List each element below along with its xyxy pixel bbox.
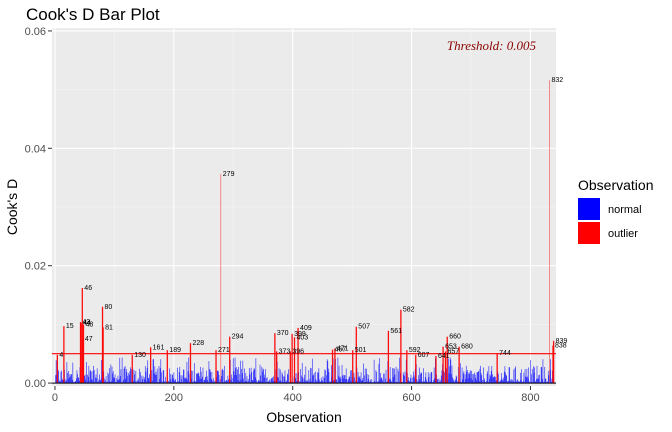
threshold-annotation: Threshold: 0.005	[447, 38, 537, 53]
point-label-839: 839	[556, 338, 568, 345]
y-tick-label: 0.02	[25, 261, 46, 273]
point-label-657: 657	[447, 348, 459, 355]
y-tick-label: 0.00	[25, 378, 46, 390]
point-label-467: 467	[335, 347, 347, 354]
point-label-507: 507	[358, 324, 370, 331]
bars	[55, 80, 555, 384]
legend-swatch-normal	[578, 198, 600, 220]
legend-label-normal: normal	[608, 204, 642, 216]
point-label-582: 582	[403, 307, 415, 314]
point-label-189: 189	[169, 347, 181, 354]
y-tick-label: 0.04	[25, 143, 46, 155]
point-label-607: 607	[418, 352, 430, 359]
point-label-680: 680	[461, 344, 473, 351]
point-label-403: 403	[296, 334, 308, 341]
point-label-47: 47	[85, 336, 93, 343]
x-tick-label: 600	[402, 392, 420, 404]
legend: Observation normal outlier	[578, 177, 653, 244]
point-label-43: 43	[83, 319, 91, 326]
point-label-48: 48	[86, 321, 94, 328]
point-label-832: 832	[551, 77, 563, 84]
point-label-561: 561	[390, 328, 402, 335]
point-label-641: 641	[438, 353, 450, 360]
point-label-396: 396	[292, 348, 304, 355]
grid-lines	[52, 28, 556, 386]
point-label-373: 373	[279, 348, 291, 355]
axes: 0 200 400 600 800 0.00 0.02 0.04 0.06	[25, 26, 540, 404]
point-label-80: 80	[105, 304, 113, 311]
point-label-15: 15	[66, 323, 74, 330]
point-label-130: 130	[134, 352, 146, 359]
point-label-271: 271	[218, 347, 230, 354]
y-axis-title: Cook's D	[4, 179, 20, 235]
point-label-409: 409	[300, 325, 312, 332]
y-tick-label: 0.06	[25, 26, 46, 38]
threshold-layer	[52, 353, 556, 384]
point-label-279: 279	[223, 171, 235, 178]
x-tick-label: 400	[284, 392, 302, 404]
point-label-294: 294	[232, 334, 244, 341]
point-label-46: 46	[84, 285, 92, 292]
x-tick-label: 800	[521, 392, 539, 404]
legend-label-outlier: outlier	[608, 228, 638, 240]
point-label-744: 744	[499, 350, 511, 357]
legend-title: Observation	[578, 177, 653, 193]
chart-title: Cook's D Bar Plot	[26, 5, 160, 24]
point-label-161: 161	[153, 344, 165, 351]
point-label-838: 838	[555, 343, 567, 350]
point-label-471: 471	[337, 345, 349, 352]
point-label-370: 370	[277, 330, 289, 337]
point-label-592: 592	[409, 347, 421, 354]
x-tick-label: 200	[165, 392, 183, 404]
legend-swatch-outlier	[578, 222, 600, 244]
x-axis-title: Observation	[266, 409, 341, 425]
point-label-228: 228	[192, 340, 204, 347]
point-label-4: 4	[59, 352, 63, 359]
point-label-81: 81	[105, 324, 113, 331]
point-label-653: 653	[445, 344, 457, 351]
point-label-44: 44	[83, 320, 91, 327]
point-label-399: 399	[294, 331, 306, 338]
point-label-660: 660	[449, 334, 461, 341]
x-tick-label: 0	[52, 392, 58, 404]
point-label-501: 501	[355, 347, 367, 354]
